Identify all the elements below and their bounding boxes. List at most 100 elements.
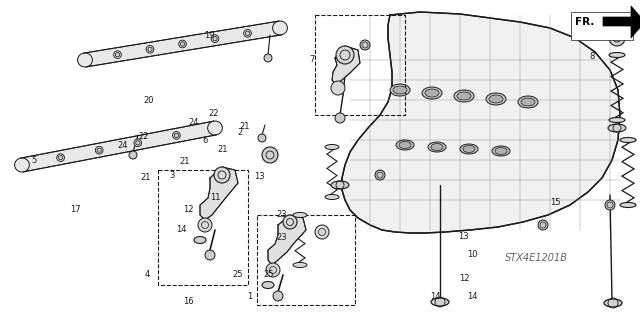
Text: 19: 19: [204, 31, 214, 40]
Ellipse shape: [489, 95, 503, 103]
Ellipse shape: [390, 84, 410, 96]
Ellipse shape: [207, 121, 222, 135]
Text: 20: 20: [144, 96, 154, 105]
Text: 25: 25: [233, 270, 243, 279]
Text: 14: 14: [467, 292, 477, 301]
Ellipse shape: [495, 147, 507, 154]
Text: 22: 22: [209, 109, 219, 118]
Text: 21: 21: [179, 157, 189, 166]
Ellipse shape: [194, 236, 206, 243]
Text: 2: 2: [237, 128, 243, 137]
Circle shape: [605, 200, 615, 210]
Text: 10: 10: [467, 250, 477, 259]
Text: 21: 21: [218, 145, 228, 154]
Circle shape: [283, 215, 297, 229]
Circle shape: [609, 30, 625, 46]
Text: STX4E1201B: STX4E1201B: [505, 253, 568, 263]
Ellipse shape: [331, 181, 349, 189]
Circle shape: [179, 40, 186, 48]
Text: 15: 15: [550, 198, 561, 207]
Ellipse shape: [454, 90, 474, 102]
Text: 13: 13: [255, 172, 265, 181]
Ellipse shape: [15, 158, 29, 172]
Bar: [571, 12, 633, 40]
Text: 23: 23: [276, 233, 287, 242]
Ellipse shape: [620, 203, 636, 207]
Circle shape: [266, 263, 280, 277]
Circle shape: [258, 134, 266, 142]
Ellipse shape: [262, 281, 274, 288]
Circle shape: [375, 170, 385, 180]
Text: 12: 12: [459, 274, 469, 283]
Ellipse shape: [399, 142, 411, 149]
Text: 6: 6: [202, 136, 207, 145]
Circle shape: [589, 19, 595, 25]
Text: 23: 23: [276, 210, 287, 219]
Circle shape: [315, 225, 329, 239]
Polygon shape: [332, 46, 360, 85]
Text: 13: 13: [458, 232, 468, 241]
Circle shape: [335, 113, 345, 123]
Ellipse shape: [425, 89, 439, 97]
Text: 24: 24: [188, 118, 198, 127]
Text: 16: 16: [184, 297, 194, 306]
Ellipse shape: [428, 142, 446, 152]
Circle shape: [57, 154, 65, 161]
Ellipse shape: [518, 96, 538, 108]
Ellipse shape: [293, 212, 307, 218]
Text: FR.: FR.: [575, 17, 595, 27]
Circle shape: [244, 29, 252, 37]
Ellipse shape: [463, 145, 475, 152]
Polygon shape: [268, 215, 306, 265]
Circle shape: [331, 81, 345, 95]
Circle shape: [336, 46, 354, 64]
Ellipse shape: [431, 144, 443, 151]
Circle shape: [95, 146, 103, 154]
Circle shape: [611, 21, 619, 29]
Circle shape: [214, 167, 230, 183]
Text: 5: 5: [31, 156, 36, 165]
Polygon shape: [342, 12, 620, 233]
Ellipse shape: [604, 299, 622, 307]
Ellipse shape: [422, 87, 442, 99]
Circle shape: [173, 131, 180, 139]
Text: 8: 8: [589, 52, 595, 61]
Ellipse shape: [521, 98, 535, 106]
Circle shape: [211, 35, 219, 42]
Text: 21: 21: [141, 173, 151, 182]
Text: 7: 7: [309, 55, 314, 63]
Text: 11: 11: [210, 193, 220, 202]
Text: 24: 24: [118, 141, 128, 150]
Circle shape: [360, 40, 370, 50]
Polygon shape: [84, 21, 281, 67]
Text: 21: 21: [239, 122, 250, 130]
Text: 22: 22: [138, 132, 148, 141]
Polygon shape: [20, 121, 216, 172]
Text: 25: 25: [264, 271, 274, 279]
Circle shape: [205, 250, 215, 260]
Circle shape: [146, 46, 154, 53]
Ellipse shape: [273, 21, 287, 35]
Text: 17: 17: [70, 205, 81, 214]
Ellipse shape: [486, 93, 506, 105]
Circle shape: [134, 139, 141, 147]
Polygon shape: [200, 167, 238, 220]
Text: 1: 1: [247, 292, 252, 301]
Circle shape: [129, 151, 137, 159]
Polygon shape: [603, 6, 640, 38]
Text: 14: 14: [430, 292, 440, 300]
Ellipse shape: [77, 53, 92, 67]
Text: 4: 4: [145, 271, 150, 279]
Circle shape: [114, 51, 122, 58]
Circle shape: [264, 54, 272, 62]
Ellipse shape: [293, 263, 307, 268]
Ellipse shape: [457, 92, 471, 100]
Ellipse shape: [609, 53, 625, 57]
Circle shape: [262, 147, 278, 163]
Ellipse shape: [460, 144, 478, 154]
Ellipse shape: [325, 145, 339, 150]
Text: 14: 14: [176, 225, 186, 234]
Ellipse shape: [393, 86, 407, 94]
Ellipse shape: [620, 137, 636, 143]
Ellipse shape: [396, 140, 414, 150]
